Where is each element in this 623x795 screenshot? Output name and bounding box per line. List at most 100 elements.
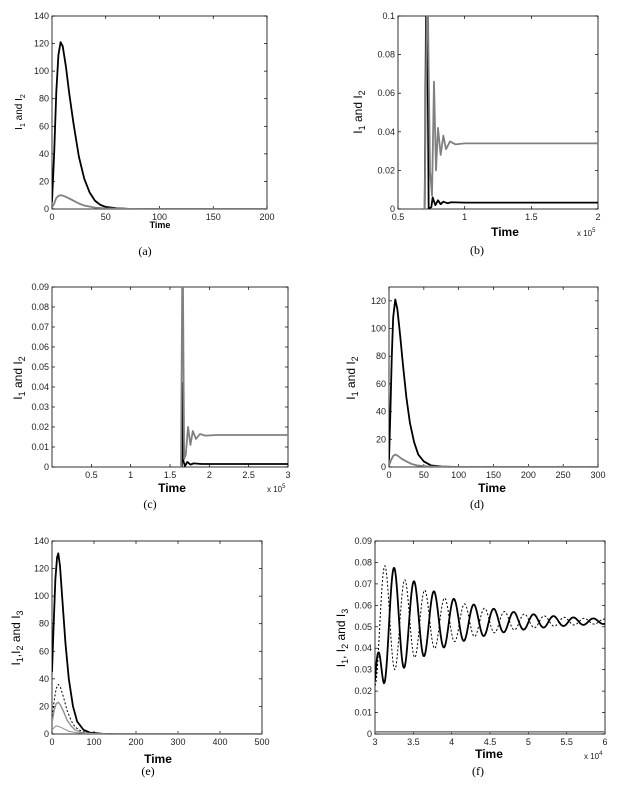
x-tick-label: 150 xyxy=(206,212,221,222)
y-label-text: , I xyxy=(334,649,348,659)
x-tick-label: 0 xyxy=(49,212,54,222)
x-tick-label: 100 xyxy=(451,470,466,480)
y-label-text: and I xyxy=(344,361,358,391)
y-label-text: I xyxy=(334,664,348,667)
y-tick-label: 60 xyxy=(376,379,386,389)
y-label-text: and I xyxy=(351,95,365,125)
y-label-text: and I xyxy=(334,614,348,644)
x-tick-label: 0.5 xyxy=(392,212,405,222)
y-label-subscript: 1 xyxy=(357,125,367,130)
y-tick-label: 0.04 xyxy=(31,382,49,392)
x-tick-label: 5.5 xyxy=(560,737,573,747)
y-tick-label: 0.08 xyxy=(31,302,49,312)
y-label-subscript: 1 xyxy=(20,123,27,127)
x-multiplier-base: x 10 xyxy=(577,229,593,238)
x-tick-label: 200 xyxy=(521,470,536,480)
x-tick-label: 2 xyxy=(595,212,600,222)
x-tick-label: 150 xyxy=(486,470,501,480)
x-multiplier: x 104 xyxy=(584,751,603,761)
y-tick-label: 80 xyxy=(39,94,49,104)
x-tick-label: 2.5 xyxy=(242,470,255,480)
y-tick-label: 0 xyxy=(367,729,372,739)
x-tick-label: 5 xyxy=(526,737,531,747)
y-tick-label: 140 xyxy=(34,11,49,21)
y-tick-label: 80 xyxy=(376,351,386,361)
y-tick-label: 60 xyxy=(39,646,49,656)
y-label-subscript: 1 xyxy=(15,657,25,662)
y-label-subscript: 2 xyxy=(15,646,25,651)
x-tick-label: 1 xyxy=(462,212,467,222)
axes-box xyxy=(388,286,599,468)
y-tick-label: 0 xyxy=(390,204,395,214)
y-tick-label: 40 xyxy=(376,407,386,417)
y-tick-label: 60 xyxy=(39,121,49,131)
series-line-4 xyxy=(52,725,262,734)
y-label-subscript: 2 xyxy=(20,94,27,98)
y-tick-label: 0.01 xyxy=(354,708,372,718)
y-axis-label: I1, I2 and I3 xyxy=(334,609,350,667)
y-tick-label: 0.03 xyxy=(31,402,49,412)
subplot-caption: (c) xyxy=(143,497,156,511)
x-multiplier-exponent: 5 xyxy=(592,228,596,234)
y-label-subscript: 2 xyxy=(350,356,360,361)
y-label-subscript: 1 xyxy=(17,391,27,396)
y-label-text: I xyxy=(14,127,25,130)
x-tick-label: 4 xyxy=(449,737,454,747)
x-axis-label: Time xyxy=(478,481,506,495)
y-tick-label: 0.07 xyxy=(354,579,372,589)
y-tick-label: 0.06 xyxy=(354,600,372,610)
x-tick-label: 0 xyxy=(49,737,54,747)
y-tick-label: 0.02 xyxy=(354,686,372,696)
x-axis-label: Time xyxy=(158,481,186,495)
x-tick-label: 300 xyxy=(590,470,605,480)
y-label-subscript: 1 xyxy=(340,659,350,664)
y-tick-label: 0.01 xyxy=(31,442,49,452)
y-tick-label: 80 xyxy=(39,619,49,629)
x-tick-label: 100 xyxy=(86,737,101,747)
y-tick-label: 0 xyxy=(44,204,49,214)
y-tick-label: 0 xyxy=(381,462,386,472)
series-group xyxy=(52,552,262,734)
x-tick-label: 250 xyxy=(556,470,571,480)
y-tick-label: 0.04 xyxy=(377,127,395,137)
x-tick-label: 3 xyxy=(285,470,290,480)
x-tick-label: 1 xyxy=(128,470,133,480)
y-label-text: and I xyxy=(11,361,25,391)
x-tick-label: 50 xyxy=(101,212,111,222)
x-tick-label: 300 xyxy=(170,737,185,747)
y-label-text: ,I xyxy=(9,651,23,658)
series-line-2 xyxy=(423,16,598,209)
y-label-subscript: 2 xyxy=(17,356,27,361)
x-tick-label: 50 xyxy=(419,470,429,480)
series-line-2 xyxy=(180,287,288,467)
y-axis-label: I1,I2 and I3 xyxy=(9,610,25,665)
axes-box xyxy=(51,286,289,468)
x-multiplier-exponent: 5 xyxy=(282,484,286,490)
y-tick-label: 0.09 xyxy=(31,282,49,292)
series-group xyxy=(389,298,598,467)
x-tick-label: 200 xyxy=(259,212,274,222)
y-label-subscript: 2 xyxy=(357,90,367,95)
y-tick-label: 0.03 xyxy=(354,665,372,675)
x-tick-label: 200 xyxy=(128,737,143,747)
series-group xyxy=(52,41,267,209)
series-group xyxy=(423,16,598,209)
y-tick-label: 100 xyxy=(34,591,49,601)
series-line-1 xyxy=(375,566,605,685)
y-tick-label: 0.05 xyxy=(354,622,372,632)
subplot-caption: (d) xyxy=(470,497,484,511)
axes-box xyxy=(374,540,606,735)
x-axis-label: Time xyxy=(150,220,171,230)
y-label-text: I xyxy=(9,662,23,665)
subplot-e: 0 100 200 300 400 500 0 20 40 60 80 100 120 140 Time I1… xyxy=(9,536,270,778)
y-label-text: I xyxy=(344,396,358,399)
y-tick-label: 0.05 xyxy=(31,362,49,372)
x-tick-label: 0 xyxy=(386,470,391,480)
y-tick-label: 0.04 xyxy=(354,643,372,653)
y-tick-label: 0.08 xyxy=(354,557,372,567)
axes-box xyxy=(51,540,263,735)
x-tick-label: 0.5 xyxy=(85,470,98,480)
subplot-caption: (e) xyxy=(141,764,154,778)
